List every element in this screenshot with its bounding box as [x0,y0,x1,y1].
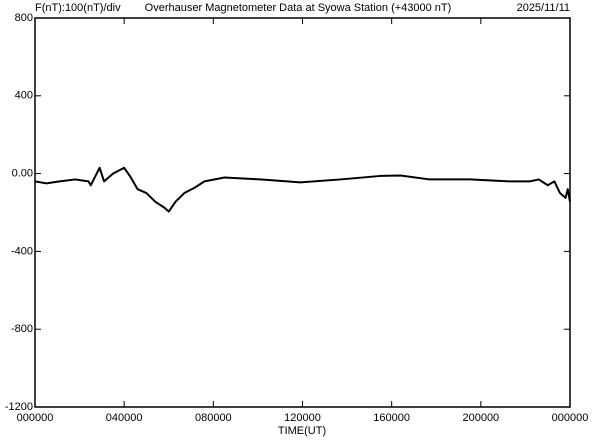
y-tick-label: 800 [15,12,33,24]
y-tick-label: 0.00 [12,168,33,180]
chart-date: 2025/11/11 [517,2,570,14]
x-tick-label: 000000 [17,412,54,424]
data-line [34,166,571,213]
x-tick-label: 000000 [552,412,589,424]
x-axis-label: TIME(UT) [278,425,326,437]
y-tick-label: 400 [15,90,33,102]
x-tick-label: 160000 [373,412,410,424]
chart-scale: F(nT):100(nT)/div [35,2,121,14]
x-tick-label: 200000 [462,412,499,424]
plot-frame [34,17,571,408]
chart-title: Overhauser Magnetometer Data at Syowa St… [145,2,452,14]
x-tick-label: 040000 [106,412,143,424]
y-tick-label: -800 [11,323,33,335]
x-tick-label: 080000 [195,412,232,424]
y-tick-label: -400 [11,245,33,257]
y-tick-label: -1200 [5,401,33,413]
x-tick-label: 120000 [284,412,321,424]
